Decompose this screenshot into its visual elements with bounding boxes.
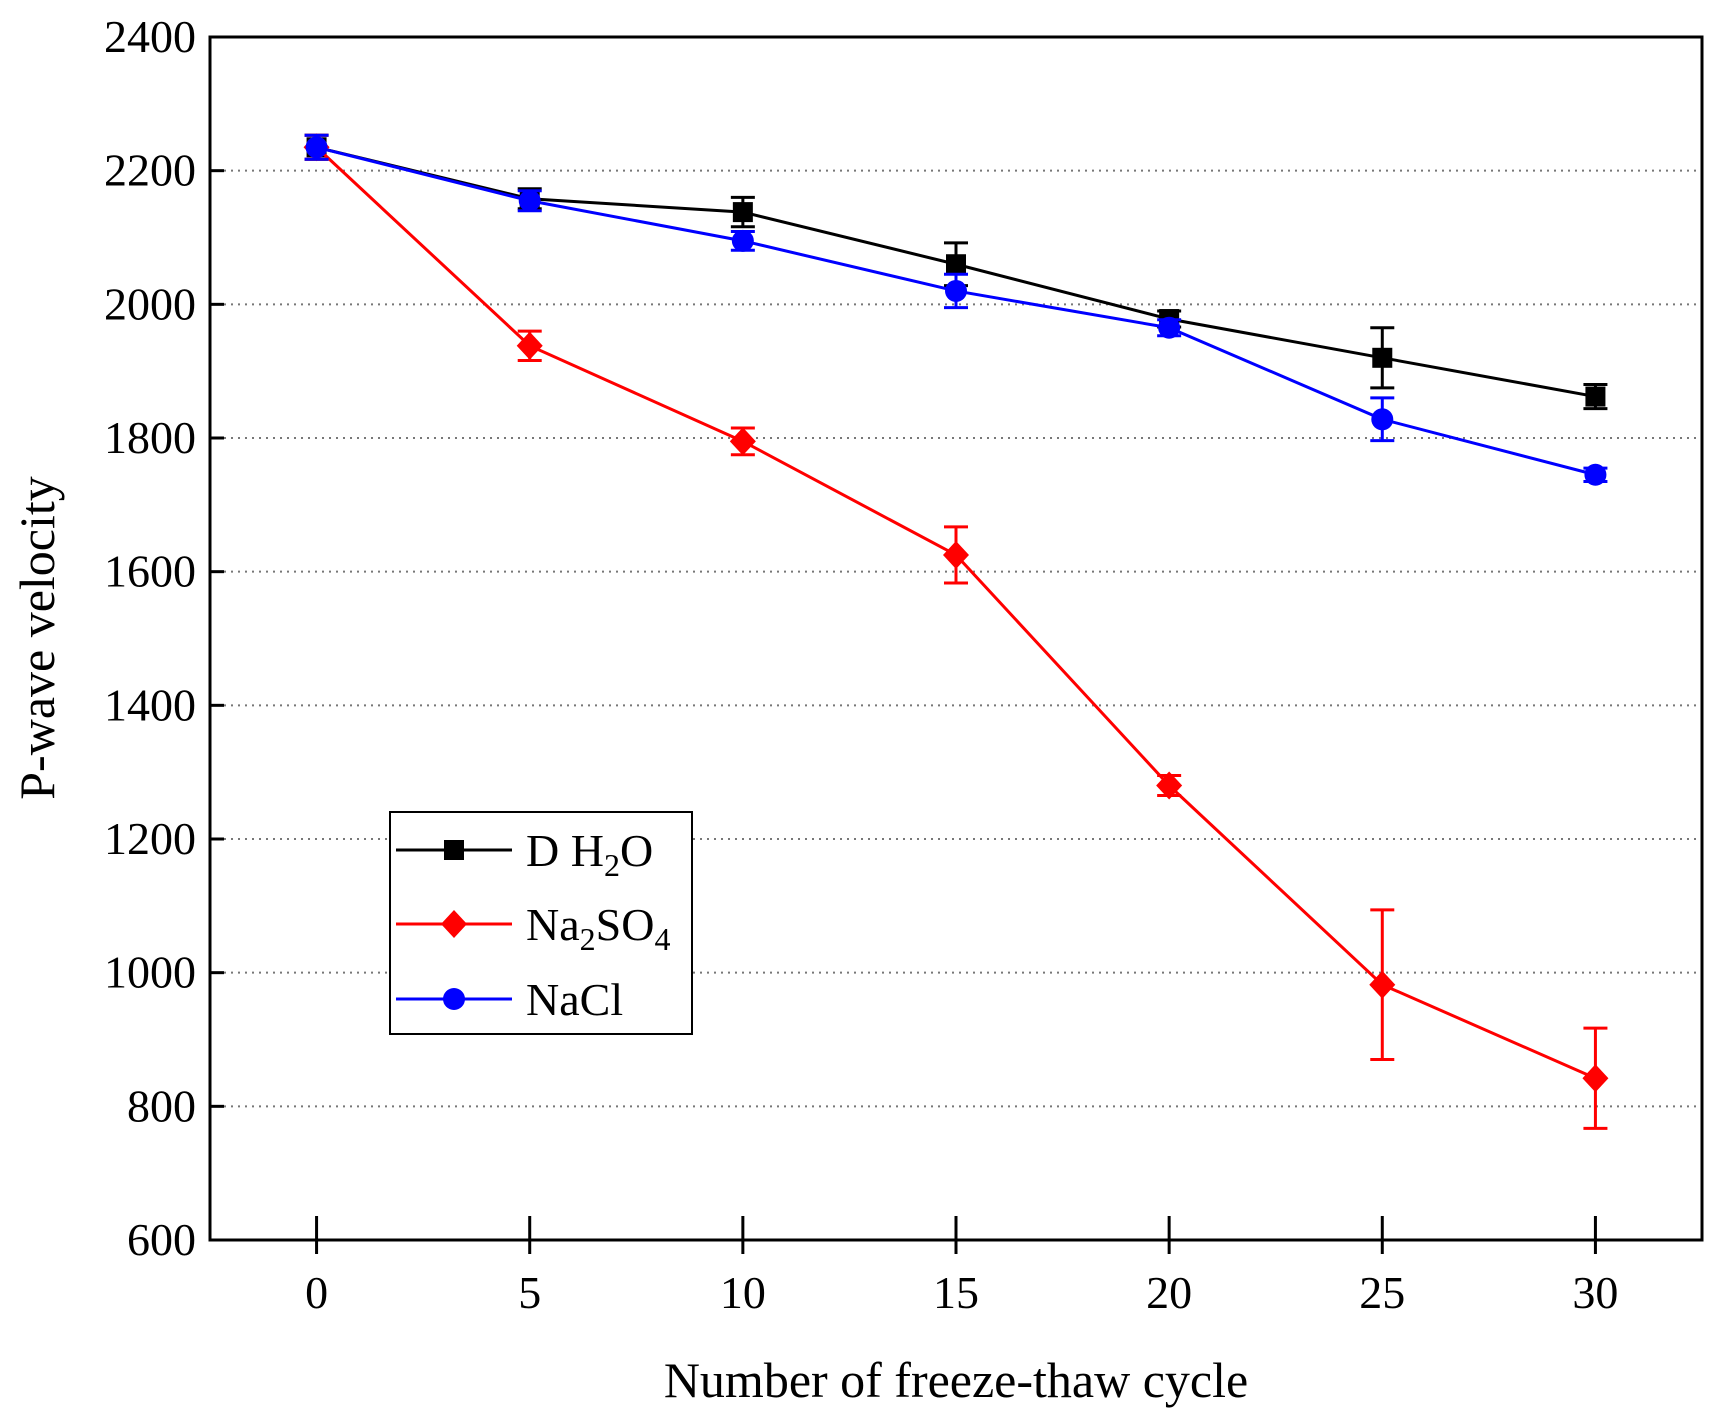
data-point [945,279,967,302]
data-point [1371,408,1394,431]
data-point [1156,771,1183,800]
axis-ticks: 600 800 1000 1200 1400 1600 1800 2000 2200 2400 0 5… [104,11,1618,1318]
legend-marker [441,910,467,938]
data-point [1372,347,1393,368]
data-point [946,254,966,275]
x-axis-title: Number of freeze-thaw cycle [664,1352,1248,1408]
x-tick-label: 20 [1146,1267,1192,1318]
data-point [1582,1064,1609,1093]
x-tick-label: 0 [305,1267,328,1318]
y-tick-label: 800 [127,1080,196,1131]
data-point [305,136,328,159]
series-2 [304,133,1608,486]
data-point [518,189,541,212]
x-tick-label: 5 [518,1267,541,1318]
y-tick-label: 1000 [104,947,196,998]
y-tick-label: 1200 [104,813,196,864]
legend-label: D H2O [526,825,653,883]
data-point [1585,386,1606,407]
data-point [1369,970,1396,999]
y-tick-label: 2400 [104,11,196,62]
y-tick-label: 2200 [104,145,196,196]
legend-text-part: SO [596,899,655,950]
y-tick-label: 1600 [104,546,196,597]
legend-text-part: Na [526,899,580,950]
data-point [729,427,756,456]
x-tick-label: 10 [720,1267,766,1318]
legend-text-part: NaCl [526,974,623,1025]
data-point [1584,463,1607,486]
legend-label: NaCl [526,974,623,1025]
legend-subscript: 4 [654,921,670,957]
data-point [731,229,754,252]
data-point [1158,316,1181,339]
data-point [516,331,543,360]
y-axis-title: P-wave velocity [9,476,65,800]
legend-text-part: O [620,825,653,876]
data-point [732,202,753,223]
legend-label: Na2SO4 [526,899,670,957]
y-tick-label: 1400 [104,679,196,730]
legend-marker [444,840,464,860]
legend-marker [443,988,465,1010]
y-tick-label: 1800 [104,412,196,463]
series-line [316,145,1596,477]
x-tick-label: 25 [1359,1267,1405,1318]
x-tick-label: 15 [933,1267,979,1318]
y-tick-label: 600 [127,1214,196,1265]
legend-text-part: D H [526,825,604,876]
x-tick-label: 30 [1572,1267,1618,1318]
series-0 [304,133,1608,411]
series-group [303,133,1609,1130]
plot-frame [208,35,1704,1242]
legend-subscript: 2 [604,847,620,883]
legend-subscript: 2 [580,921,596,957]
data-point [943,540,969,569]
y-tick-label: 2000 [104,278,196,329]
